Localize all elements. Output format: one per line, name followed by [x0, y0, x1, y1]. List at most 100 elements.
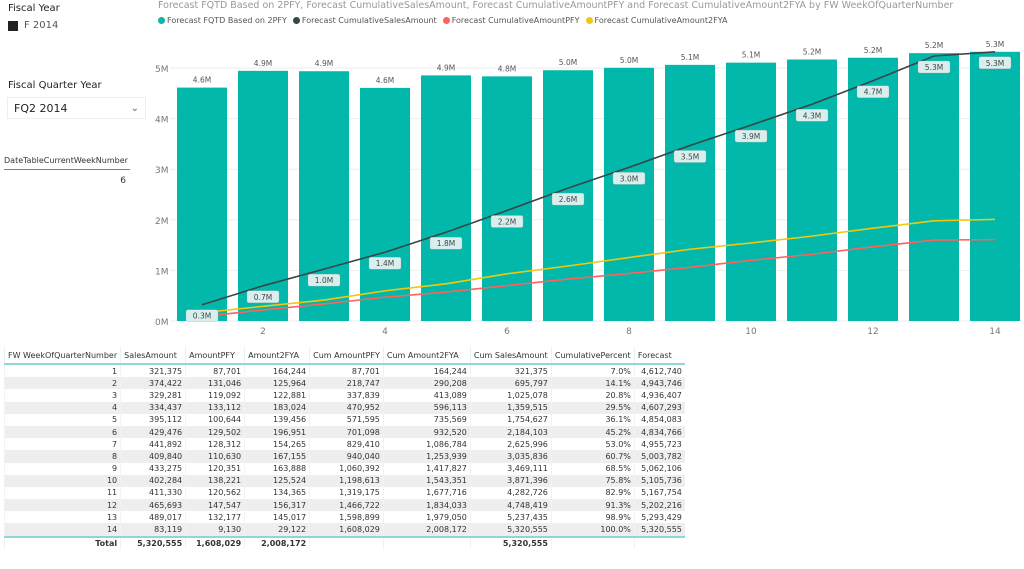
table-cell: 4,955,723 [633, 438, 685, 451]
bar-data-label: 4.9M [315, 59, 333, 68]
bar-data-label: 5.2M [864, 46, 882, 55]
bar [848, 57, 898, 321]
legend-item[interactable]: Forecast CumulativeSalesAmount [292, 16, 437, 25]
bar [665, 64, 715, 322]
bar-data-label: 5.3M [986, 40, 1004, 49]
table-cell: 132,177 [185, 511, 245, 524]
table-cell: 571,595 [309, 413, 384, 426]
card-label: DateTableCurrentWeekNumber [4, 156, 130, 170]
table-row: 6 429,476 129,502 196,951 701,098 932,520 2,18… [3, 425, 685, 439]
fiscal-year-option-label: F 2014 [24, 20, 59, 31]
table-cell: 167,155 [244, 450, 310, 463]
bar [177, 87, 227, 321]
table-cell: 402,284 [120, 474, 186, 487]
table-cell: 10 [3, 474, 121, 487]
y-tick-label: 2M [155, 217, 169, 227]
y-tick-label: 3M [155, 166, 169, 176]
legend-item[interactable]: Forecast CumulativeAmountPFY [442, 16, 580, 25]
table-cell: 125,964 [244, 377, 310, 390]
fiscal-quarter-dropdown[interactable]: FQ2 2014 ⌄ [7, 97, 146, 119]
bar [909, 53, 959, 321]
table-cell: 465,693 [120, 499, 186, 512]
table-cell: 145,017 [244, 511, 310, 524]
table-row: 11 411,330 120,562 134,365 1,319,175 1,677,71… [3, 486, 685, 500]
legend-item[interactable]: Forecast CumulativeAmount2FYA [585, 16, 727, 25]
column-header[interactable]: Amount2FYA [244, 347, 310, 365]
legend-label: Forecast FQTD Based on 2PFY [167, 16, 287, 25]
line-label-text: 0.3M [193, 312, 211, 321]
total-cell [309, 535, 384, 549]
bar-data-label: 4.9M [254, 59, 272, 68]
label-background [185, 309, 219, 322]
table-cell: 1,466,722 [309, 499, 384, 512]
table-cell: 110,630 [185, 450, 245, 463]
table-cell: 131,046 [185, 377, 245, 390]
checkbox-icon[interactable] [8, 20, 18, 31]
table-cell: 1,608,029 [309, 523, 384, 537]
column-header[interactable]: AmountPFY [185, 347, 245, 365]
table-cell: 940,040 [309, 450, 384, 463]
line-label-text: 1.0M [315, 276, 333, 285]
line-label-text: 3.5M [681, 152, 699, 161]
table-cell: 5,237,435 [469, 511, 552, 524]
legend-dot-icon [585, 17, 593, 24]
line-data-label: 3.5M [673, 150, 707, 163]
table-cell: 4 [3, 401, 121, 414]
table-cell: 163,888 [244, 462, 310, 475]
table-cell: 290,208 [382, 377, 471, 390]
x-tick-label: 12 [867, 327, 878, 337]
legend-item[interactable]: Forecast FQTD Based on 2PFY [158, 16, 287, 25]
table-cell: 4,607,293 [633, 401, 685, 414]
table-cell: 133,112 [185, 401, 245, 414]
table-cell: 5,293,429 [633, 511, 685, 524]
label-background [307, 273, 341, 287]
table-cell: 7 [3, 438, 121, 451]
label-background [856, 85, 890, 98]
label-background [612, 172, 646, 185]
table-cell: 489,017 [120, 511, 186, 524]
column-header[interactable]: FW WeekOfQuarterNumber [3, 347, 121, 365]
series-line [201, 50, 996, 306]
table-cell: 5,320,555 [633, 523, 685, 537]
table-cell: 154,265 [244, 438, 310, 451]
column-header[interactable]: Cum Amount2FYA [382, 347, 471, 365]
label-background [246, 290, 280, 303]
column-header[interactable]: CumulativePercent [550, 347, 635, 365]
bar-data-label: 5.0M [620, 56, 638, 65]
table-cell: 5,202,216 [633, 499, 685, 512]
column-header[interactable]: SalesAmount [120, 347, 186, 365]
table-cell: 441,892 [120, 438, 186, 451]
y-tick-label: 1M [155, 267, 169, 277]
total-cell: Total [3, 535, 121, 549]
bar-data-label: 4.9M [437, 63, 455, 72]
x-tick-label: 6 [504, 327, 510, 337]
label-background [551, 192, 585, 206]
table-cell: 411,330 [120, 486, 186, 500]
table-cell: 156,317 [244, 499, 310, 512]
column-header[interactable]: Forecast [633, 347, 685, 365]
fiscal-year-title: Fiscal Year [8, 3, 60, 14]
table-cell: 4,943,746 [633, 377, 685, 390]
table-cell: 334,437 [120, 401, 186, 414]
table-row: 13 489,017 132,177 145,017 1,598,899 1,979,05… [3, 511, 685, 524]
line-label-text: 5.3M [986, 59, 1004, 68]
fiscal-year-option[interactable]: F 2014 [8, 20, 58, 31]
table-cell: 5,105,736 [633, 474, 685, 487]
table-cell: 7.0% [550, 364, 635, 378]
label-background [734, 129, 768, 143]
line-data-label: 3.0M [612, 172, 646, 185]
table-cell: 1,754,627 [469, 413, 552, 426]
column-header[interactable]: Cum SalesAmount [469, 347, 552, 365]
table-cell: 14.1% [550, 377, 635, 390]
table-cell: 2,184,103 [469, 425, 552, 439]
table-cell: 4,854,083 [633, 413, 685, 426]
label-background [490, 215, 524, 228]
total-cell [633, 535, 685, 549]
line-label-text: 2.6M [559, 195, 577, 204]
table-cell: 5,320,555 [469, 523, 552, 537]
table-cell: 122,881 [244, 389, 310, 402]
total-cell [550, 535, 635, 549]
bar [787, 59, 837, 321]
table-cell: 4,748,419 [469, 499, 552, 512]
column-header[interactable]: Cum AmountPFY [309, 347, 384, 365]
